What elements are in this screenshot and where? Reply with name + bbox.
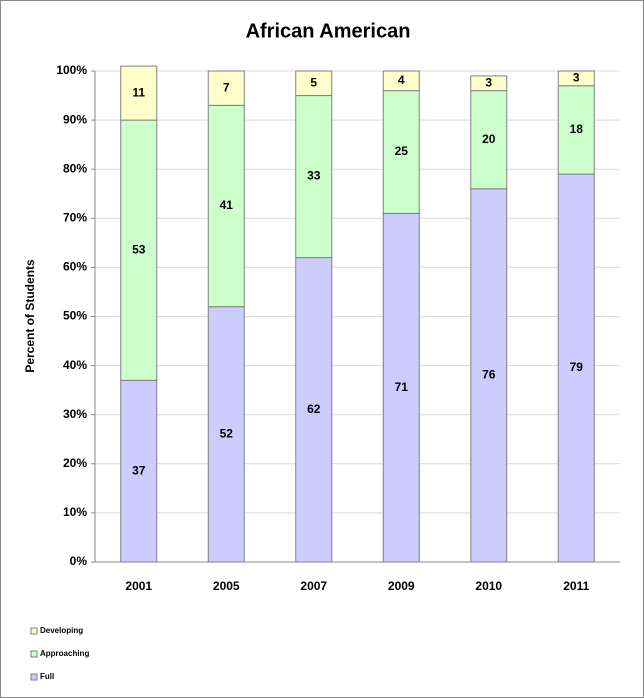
y-tick-label: 40% (63, 358, 87, 372)
data-label: 37 (132, 463, 146, 477)
y-tick-label: 50% (63, 309, 87, 323)
data-label: 71 (395, 380, 409, 394)
y-tick-label: 20% (63, 456, 87, 470)
bar-segment (470, 75, 508, 92)
data-label: 79 (570, 360, 584, 374)
data-label: 7 (223, 80, 230, 94)
legend-swatch (30, 650, 38, 658)
data-label: 62 (307, 402, 321, 416)
data-label: 3 (485, 75, 492, 89)
legend-swatch (30, 627, 38, 635)
x-tick-label: 2010 (475, 579, 502, 593)
bar-segment (207, 104, 245, 308)
x-tick-label: 2009 (388, 579, 415, 593)
x-tick-label: 2007 (300, 579, 327, 593)
bar-segment (295, 70, 333, 97)
y-tick-label: 100% (56, 63, 87, 77)
x-tick-label: 2001 (125, 579, 152, 593)
data-label: 53 (132, 242, 146, 256)
bar-segment (557, 173, 595, 563)
bar-segment (207, 70, 245, 106)
data-label: 4 (398, 73, 405, 87)
x-tick-label: 2005 (213, 579, 240, 593)
data-label: 52 (220, 427, 234, 441)
y-tick-label: 80% (63, 161, 87, 175)
legend-label: Developing (40, 626, 83, 635)
data-label: 33 (307, 169, 321, 183)
legend-swatch (30, 673, 38, 681)
bar-segment (470, 188, 508, 563)
x-tick-label: 2011 (563, 579, 589, 593)
legend-label: Approaching (40, 649, 89, 658)
data-label: 11 (132, 85, 145, 99)
chart-title: African American (246, 20, 411, 42)
bar-segment (120, 379, 158, 563)
bar-segment (470, 90, 508, 190)
y-tick-label: 60% (63, 260, 87, 274)
data-label: 5 (310, 75, 317, 89)
bar-segment (120, 65, 158, 121)
y-tick-label: 10% (63, 505, 87, 519)
y-tick-label: 70% (63, 210, 87, 224)
bar-segment (382, 70, 420, 92)
data-label: 20 (482, 132, 496, 146)
data-label: 3 (573, 71, 580, 85)
y-tick-label: 90% (63, 112, 87, 126)
legend-label: Full (40, 672, 54, 681)
bar-segment (295, 257, 333, 563)
data-label: 25 (395, 144, 409, 158)
bar-segment (557, 85, 595, 175)
y-tick-label: 0% (70, 554, 88, 568)
bar-segment (207, 306, 245, 563)
bar-segment (382, 90, 420, 214)
y-axis-label: Percent of Students (23, 259, 37, 373)
bar-segment (557, 70, 595, 87)
y-tick-label: 30% (63, 407, 87, 421)
bar-segment (295, 95, 333, 259)
data-label: 41 (220, 198, 234, 212)
data-label: 76 (482, 368, 496, 382)
data-label: 18 (570, 122, 584, 136)
